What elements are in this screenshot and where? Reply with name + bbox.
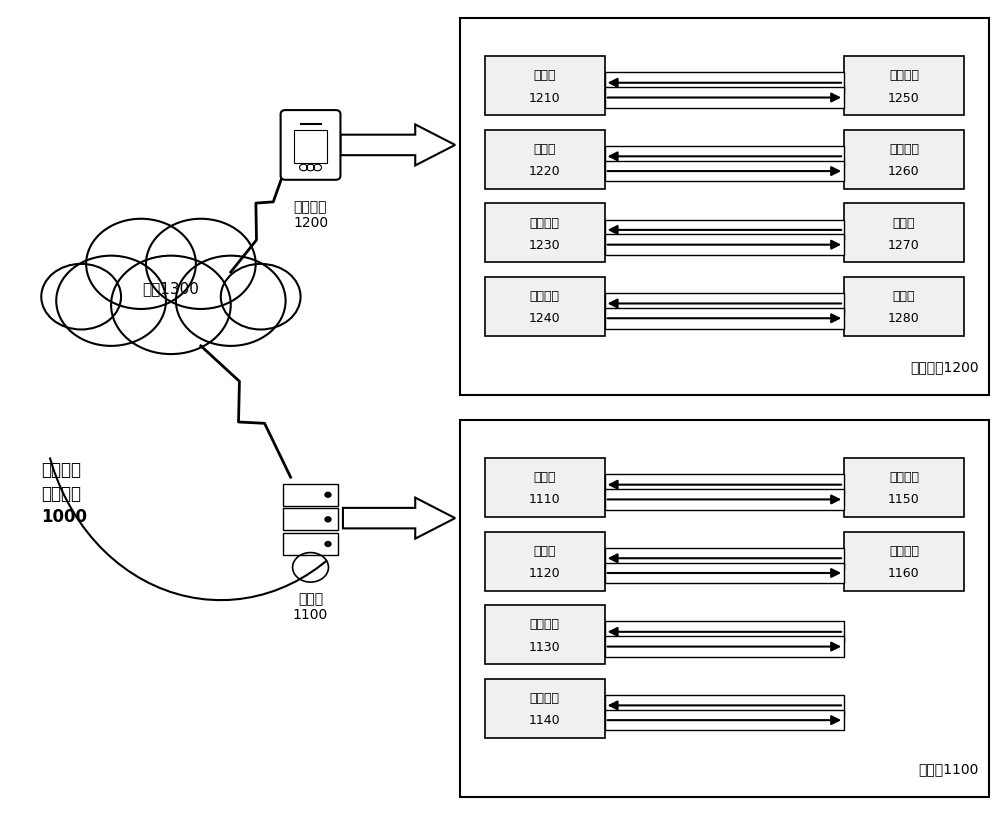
FancyBboxPatch shape — [605, 308, 844, 328]
Circle shape — [176, 256, 286, 346]
FancyBboxPatch shape — [844, 56, 964, 115]
Text: 1150: 1150 — [888, 494, 920, 506]
Text: 1250: 1250 — [888, 91, 920, 105]
FancyBboxPatch shape — [485, 458, 605, 517]
FancyBboxPatch shape — [844, 458, 964, 517]
FancyBboxPatch shape — [605, 563, 844, 584]
FancyBboxPatch shape — [605, 474, 844, 495]
FancyBboxPatch shape — [283, 484, 338, 506]
FancyArrow shape — [343, 498, 455, 538]
Text: 1210: 1210 — [529, 91, 561, 105]
Circle shape — [221, 264, 301, 329]
Text: 终端设备1200: 终端设备1200 — [910, 360, 979, 374]
Text: 1280: 1280 — [888, 312, 920, 325]
Text: 通信装置: 通信装置 — [530, 692, 560, 705]
FancyBboxPatch shape — [844, 130, 964, 188]
Text: 网络1300: 网络1300 — [142, 281, 199, 296]
FancyBboxPatch shape — [485, 277, 605, 336]
FancyBboxPatch shape — [605, 235, 844, 255]
FancyBboxPatch shape — [485, 532, 605, 591]
Circle shape — [146, 219, 256, 309]
FancyBboxPatch shape — [485, 605, 605, 664]
Text: 处理器: 处理器 — [534, 472, 556, 484]
FancyBboxPatch shape — [281, 110, 340, 179]
Text: 输入装置: 输入装置 — [889, 143, 919, 156]
Text: 1270: 1270 — [888, 239, 920, 252]
Text: 麦克风: 麦克风 — [893, 290, 915, 303]
Text: 服务器1100: 服务器1100 — [918, 762, 979, 776]
Text: 1230: 1230 — [529, 239, 561, 252]
FancyBboxPatch shape — [460, 420, 989, 797]
Circle shape — [41, 264, 121, 329]
Text: 扬声器: 扬声器 — [893, 216, 915, 230]
Text: 1240: 1240 — [529, 312, 561, 325]
FancyBboxPatch shape — [605, 220, 844, 240]
Text: 1260: 1260 — [888, 165, 920, 178]
FancyBboxPatch shape — [605, 695, 844, 716]
FancyBboxPatch shape — [605, 548, 844, 569]
Text: 1140: 1140 — [529, 714, 561, 728]
Text: 终端设备
1200: 终端设备 1200 — [293, 200, 328, 230]
FancyBboxPatch shape — [844, 203, 964, 263]
Text: 1130: 1130 — [529, 640, 561, 653]
FancyBboxPatch shape — [460, 18, 989, 395]
Circle shape — [325, 492, 331, 497]
Text: 输入装置: 输入装置 — [889, 545, 919, 558]
FancyBboxPatch shape — [605, 489, 844, 509]
FancyBboxPatch shape — [605, 293, 844, 314]
FancyBboxPatch shape — [283, 509, 338, 531]
FancyBboxPatch shape — [605, 87, 844, 108]
FancyBboxPatch shape — [844, 277, 964, 336]
Text: 1160: 1160 — [888, 567, 920, 580]
Text: 处理器: 处理器 — [534, 69, 556, 82]
FancyBboxPatch shape — [605, 709, 844, 731]
FancyBboxPatch shape — [605, 636, 844, 657]
FancyBboxPatch shape — [485, 130, 605, 188]
Circle shape — [86, 219, 196, 309]
FancyBboxPatch shape — [294, 129, 327, 164]
Circle shape — [325, 517, 331, 522]
Text: 存储器: 存储器 — [534, 143, 556, 156]
FancyBboxPatch shape — [605, 146, 844, 167]
Text: 显示装置: 显示装置 — [889, 472, 919, 484]
FancyBboxPatch shape — [605, 160, 844, 181]
Circle shape — [56, 256, 166, 346]
FancyArrow shape — [340, 124, 455, 165]
Text: 接口装置: 接口装置 — [530, 216, 560, 230]
FancyBboxPatch shape — [844, 532, 964, 591]
FancyBboxPatch shape — [485, 203, 605, 263]
Text: 商品页面
生成系统
1000: 商品页面 生成系统 1000 — [41, 461, 87, 526]
Text: 接口装置: 接口装置 — [530, 618, 560, 631]
Text: 1110: 1110 — [529, 494, 561, 506]
Text: 1120: 1120 — [529, 567, 561, 580]
Text: 1220: 1220 — [529, 165, 561, 178]
FancyBboxPatch shape — [485, 679, 605, 738]
FancyBboxPatch shape — [605, 72, 844, 93]
Text: 显示装置: 显示装置 — [889, 69, 919, 82]
Circle shape — [111, 256, 231, 354]
FancyBboxPatch shape — [485, 56, 605, 115]
Text: 存储器: 存储器 — [534, 545, 556, 558]
Text: 服务器
1100: 服务器 1100 — [293, 592, 328, 622]
Text: 通信装置: 通信装置 — [530, 290, 560, 303]
Circle shape — [325, 542, 331, 546]
FancyBboxPatch shape — [283, 533, 338, 555]
FancyBboxPatch shape — [605, 621, 844, 642]
